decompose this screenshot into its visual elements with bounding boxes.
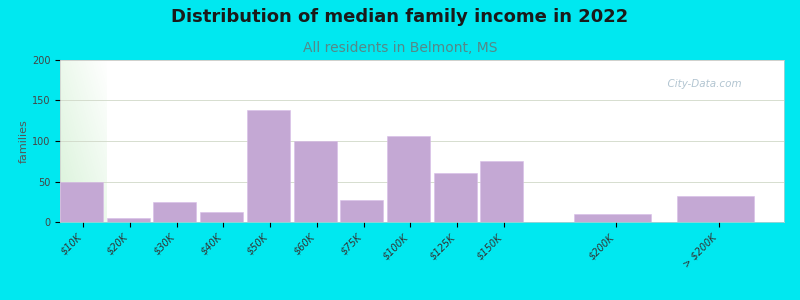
Bar: [387, 136, 430, 222]
Y-axis label: families: families: [19, 119, 29, 163]
Bar: [294, 141, 337, 222]
Bar: [154, 202, 196, 222]
Text: All residents in Belmont, MS: All residents in Belmont, MS: [302, 40, 498, 55]
Bar: [106, 218, 150, 222]
Text: Distribution of median family income in 2022: Distribution of median family income in …: [171, 8, 629, 26]
Bar: [200, 212, 243, 222]
Bar: [434, 173, 477, 222]
Bar: [247, 110, 290, 222]
Bar: [677, 196, 754, 222]
Text: City-Data.com: City-Data.com: [661, 80, 742, 89]
Bar: [340, 200, 383, 222]
Bar: [574, 214, 651, 222]
Bar: [480, 161, 523, 222]
Bar: [60, 182, 103, 222]
